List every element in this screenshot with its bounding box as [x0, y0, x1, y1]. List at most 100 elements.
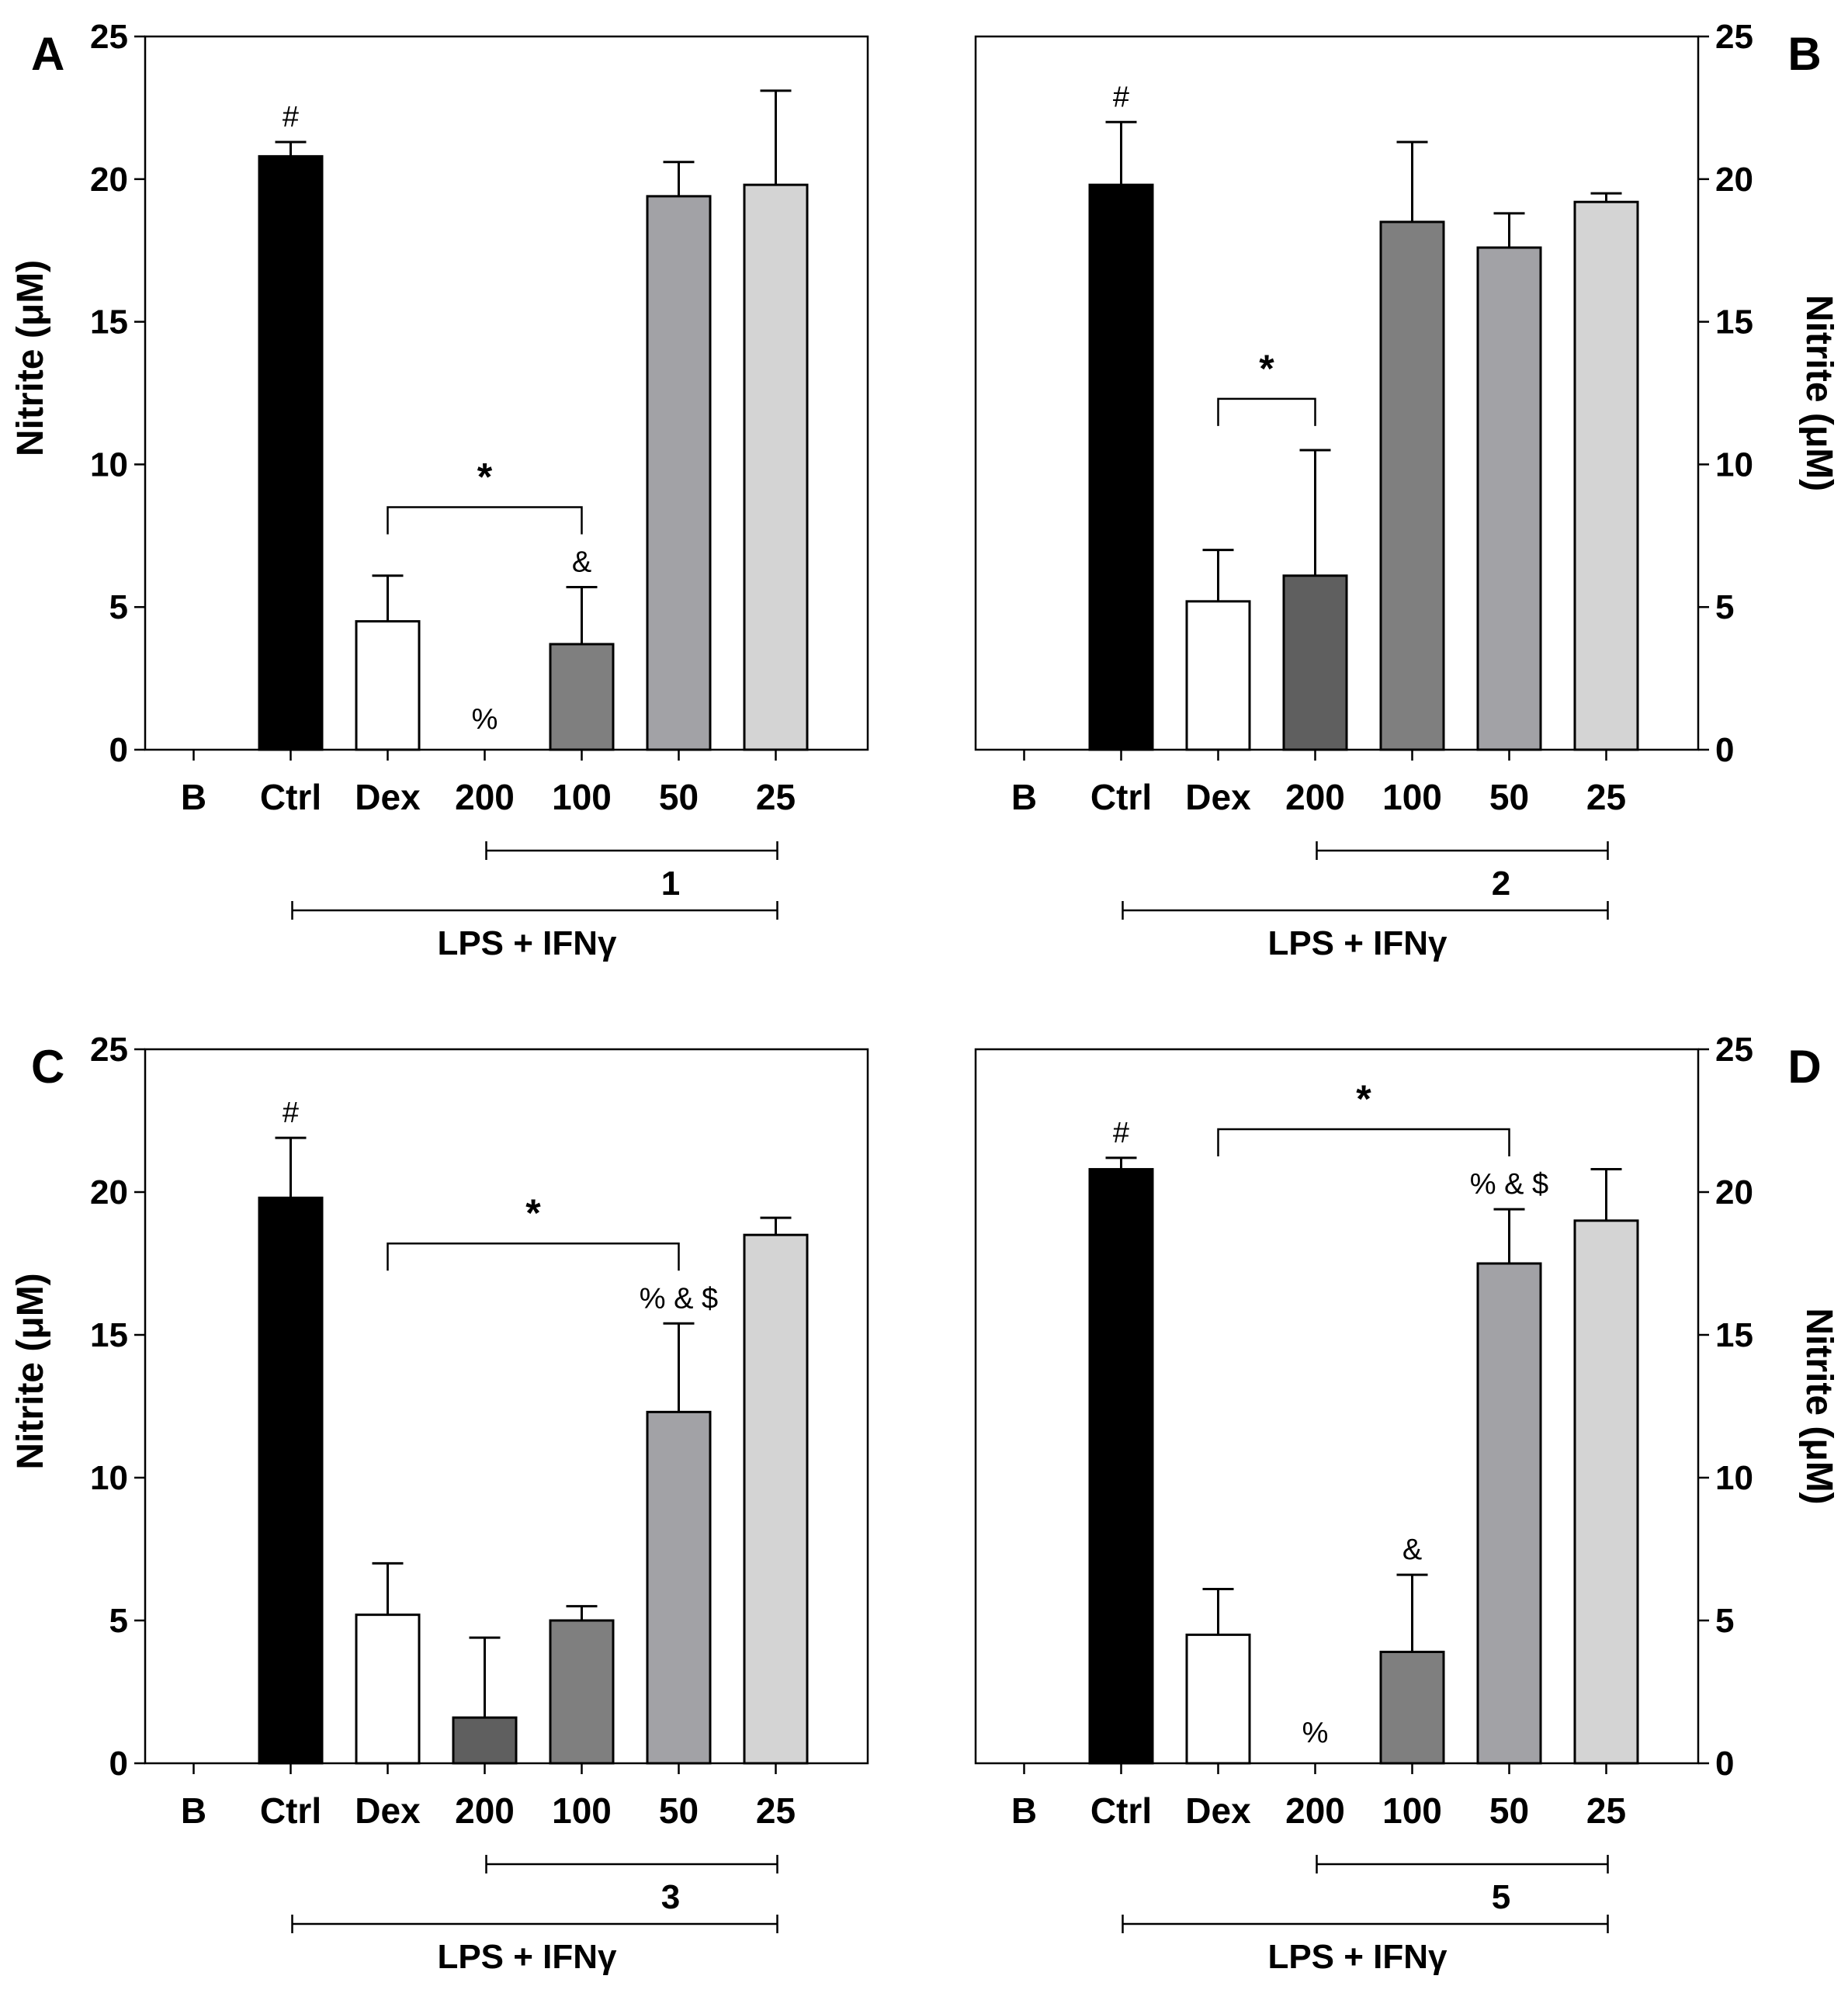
- y-tick-label: 25: [90, 18, 128, 56]
- y-axis-label: Nitrite (μM): [10, 1273, 51, 1469]
- y-tick-label: 15: [1715, 1316, 1753, 1354]
- y-tick-label: 10: [1715, 445, 1753, 484]
- x-tick-label-Ctrl: Ctrl: [260, 777, 321, 817]
- compound-label: 5: [1492, 1878, 1510, 1916]
- bar-50: [1476, 246, 1542, 751]
- x-tick-label-Ctrl: Ctrl: [1090, 777, 1152, 817]
- y-tick-label: 15: [1715, 303, 1753, 341]
- x-tick-label-Ctrl: Ctrl: [1090, 1790, 1152, 1831]
- bar-100: [1379, 220, 1445, 751]
- bar-50: [646, 1410, 712, 1765]
- y-tick-label: 25: [1715, 18, 1753, 56]
- x-tick-label-B: B: [1011, 777, 1037, 817]
- x-tick-label-50: 50: [659, 777, 699, 817]
- y-tick-label: 20: [90, 1173, 128, 1211]
- y-tick-label: 10: [90, 1459, 128, 1497]
- y-tick-label: 10: [90, 445, 128, 484]
- bar-Dex: [355, 620, 421, 751]
- significance-star: *: [525, 1191, 541, 1235]
- bar-Ctrl: [1088, 1168, 1154, 1765]
- x-tick-label-200: 200: [455, 1790, 515, 1831]
- x-tick-label-Dex: Dex: [1185, 777, 1251, 817]
- treatment-label: LPS + IFNγ: [437, 924, 617, 962]
- y-axis-label: Nitrite (μM): [1798, 295, 1839, 491]
- y-tick-label: 20: [1715, 161, 1753, 199]
- treatment-label: LPS + IFNγ: [1267, 924, 1448, 962]
- bar-Dex: [355, 1613, 421, 1765]
- x-tick-label-100: 100: [1382, 777, 1442, 817]
- y-tick-label: 15: [90, 1316, 128, 1354]
- y-tick-label: 5: [109, 588, 128, 626]
- y-tick-label: 25: [1715, 1031, 1753, 1069]
- bar-Dex: [1185, 600, 1251, 751]
- y-tick-label: 5: [1715, 1602, 1734, 1640]
- significance-star: *: [1356, 1077, 1371, 1121]
- bar-Ctrl: [258, 154, 324, 751]
- plot-frame: [974, 1048, 1700, 1765]
- bar-25: [1573, 200, 1639, 751]
- bar-Ctrl: [1088, 183, 1154, 751]
- plot-frame: [974, 35, 1700, 751]
- x-tick-label-50: 50: [659, 1790, 699, 1831]
- y-tick-label: 20: [1715, 1173, 1753, 1211]
- x-tick-label-50: 50: [1489, 1790, 1529, 1831]
- y-axis-label: Nitrite (μM): [1798, 1308, 1839, 1504]
- x-tick-label-200: 200: [1285, 1790, 1345, 1831]
- panel-b: B 0 5 10 15 20 25 Nitrite (μM) B Ctrl Dex 200 100 50 2…: [974, 18, 1839, 962]
- panel-letter: D: [1787, 1041, 1821, 1093]
- compound-label: 1: [661, 865, 680, 903]
- x-tick-label-50: 50: [1489, 777, 1529, 817]
- bar-25: [743, 1233, 809, 1765]
- y-tick-label: 25: [90, 1031, 128, 1069]
- x-tick-label-25: 25: [756, 777, 796, 817]
- bar-200: [1282, 574, 1348, 751]
- x-tick-label-25: 25: [1586, 777, 1626, 817]
- x-tick-label-200: 200: [1285, 777, 1345, 817]
- compound-label: 3: [661, 1878, 680, 1916]
- bar-100: [549, 1619, 615, 1765]
- annotation-Ctrl: #: [1113, 1117, 1129, 1149]
- y-tick-label: 0: [1715, 1745, 1734, 1783]
- x-tick-label-B: B: [181, 1790, 206, 1831]
- annotation-50: % & $: [640, 1282, 718, 1315]
- annotation-50: % & $: [1470, 1168, 1548, 1201]
- y-tick-label: 0: [109, 731, 128, 769]
- annotation-Ctrl: #: [283, 101, 299, 133]
- x-tick-label-25: 25: [1586, 1790, 1626, 1831]
- y-tick-label: 20: [90, 161, 128, 199]
- compound-label: 2: [1492, 865, 1510, 903]
- significance-bracket: [387, 1242, 680, 1271]
- treatment-label: LPS + IFNγ: [437, 1938, 617, 1976]
- significance-star: *: [477, 456, 493, 499]
- bar-200: [452, 1716, 518, 1765]
- x-tick-label-200: 200: [455, 777, 515, 817]
- annotation-200: %: [1302, 1717, 1329, 1749]
- bar-Dex: [1185, 1633, 1251, 1765]
- panel-letter: A: [31, 28, 64, 80]
- bar-Ctrl: [258, 1196, 324, 1765]
- annotation-Ctrl: #: [1113, 81, 1129, 113]
- treatment-label: LPS + IFNγ: [1267, 1938, 1448, 1976]
- significance-bracket: [1217, 397, 1316, 426]
- bar-50: [646, 195, 712, 751]
- panel-c: C 0 5 10 15 20 25 Nitrite (μM) B Ctrl Dex 200 100 50 2…: [10, 1031, 869, 1976]
- y-tick-label: 0: [1715, 731, 1734, 769]
- x-tick-label-Dex: Dex: [355, 777, 421, 817]
- panel-d: D 0 5 10 15 20 25 Nitrite (μM) B Ctrl Dex 200 100 50 2…: [974, 1031, 1839, 1976]
- x-tick-label-100: 100: [1382, 1790, 1442, 1831]
- y-axis-label: Nitrite (μM): [10, 260, 51, 456]
- annotation-200: %: [472, 703, 498, 736]
- significance-bracket: [387, 506, 583, 535]
- y-tick-label: 0: [109, 1745, 128, 1783]
- significance-bracket: [1217, 1128, 1510, 1157]
- bar-25: [743, 183, 809, 751]
- panel-letter: C: [31, 1041, 64, 1093]
- plot-frame: [144, 35, 869, 751]
- bar-25: [1573, 1219, 1639, 1765]
- significance-star: *: [1259, 347, 1274, 390]
- plot-frame: [144, 1048, 869, 1765]
- panel-letter: B: [1787, 28, 1821, 80]
- annotation-100: &: [1402, 1534, 1422, 1566]
- bar-100: [1379, 1650, 1445, 1765]
- x-tick-label-B: B: [1011, 1790, 1037, 1831]
